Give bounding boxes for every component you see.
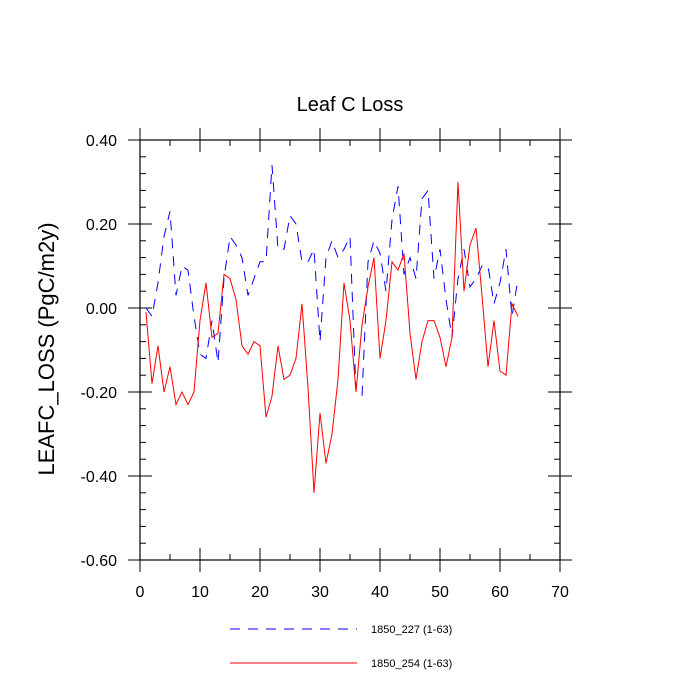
series-line-1850-254 xyxy=(145,181,519,493)
axis-tick-labels: 0 10 20 30 40 50 60 70 0.40 0.20 0.00 -0.20 -0.40 -0.… xyxy=(81,133,569,601)
x-tick-label: 40 xyxy=(371,584,389,601)
series-layer xyxy=(145,165,519,493)
x-tick-label: 10 xyxy=(191,584,209,601)
y-tick-label: 0.00 xyxy=(86,301,117,318)
y-tick-label: -0.60 xyxy=(81,553,118,570)
y-axis-label: LEAFC_LOSS (PgC/m2y) xyxy=(34,222,59,475)
y-tick-label: -0.40 xyxy=(81,469,118,486)
axis-ticks xyxy=(128,128,572,572)
x-tick-label: 60 xyxy=(491,584,509,601)
legend: 1850_227 (1-63) 1850_254 (1-63) xyxy=(230,624,452,670)
x-tick-label: 50 xyxy=(431,584,449,601)
x-tick-label: 20 xyxy=(251,584,269,601)
x-tick-label: 0 xyxy=(136,584,145,601)
x-tick-label: 70 xyxy=(551,584,569,601)
x-tick-label: 30 xyxy=(311,584,329,601)
y-tick-label: 0.20 xyxy=(86,217,117,234)
legend-label-1850-254: 1850_254 (1-63) xyxy=(371,658,452,670)
y-tick-label: -0.20 xyxy=(81,385,118,402)
chart-title: Leaf C Loss xyxy=(297,94,404,116)
y-tick-label: 0.40 xyxy=(86,133,117,150)
legend-label-1850-227: 1850_227 (1-63) xyxy=(371,624,452,636)
series-line-1850-227 xyxy=(145,165,519,398)
